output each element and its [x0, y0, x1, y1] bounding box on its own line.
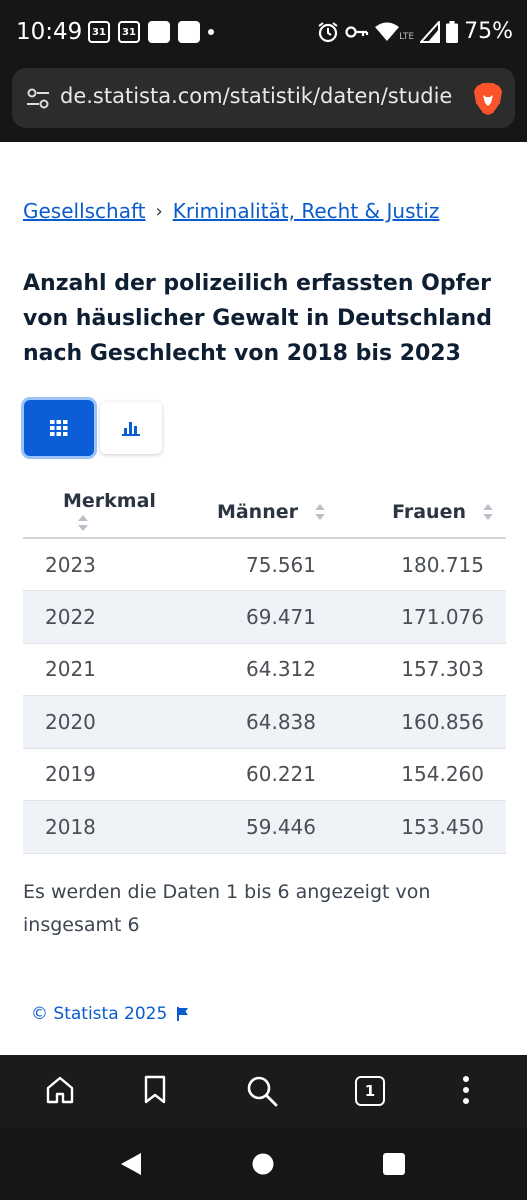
sort-icon[interactable]: [77, 514, 89, 532]
cell-maenner: 59.446: [173, 800, 338, 854]
battery-icon: [446, 20, 459, 43]
chart-view-button[interactable]: [100, 402, 162, 454]
table-row: 2022 69.471 171.076: [23, 590, 506, 644]
cell-maenner: 64.838: [173, 695, 338, 749]
cell-frauen: 153.450: [338, 800, 506, 854]
column-header-merkmal[interactable]: Merkmal: [23, 486, 173, 539]
table-row: 2021 64.312 157.303: [23, 643, 506, 696]
notification-square-icon: [148, 21, 170, 43]
search-icon[interactable]: [246, 1075, 278, 1107]
browser-toolbar: 1: [0, 1055, 527, 1128]
signal-icon: [420, 20, 441, 43]
breadcrumb-separator: ›: [155, 200, 163, 222]
lte-label: LTE: [399, 31, 415, 42]
table-row: 2019 60.221 154.260: [23, 748, 506, 801]
battery-percent: 75%: [464, 19, 513, 44]
cell-frauen: 157.303: [338, 643, 506, 696]
cell-merkmal: 2018: [23, 800, 173, 854]
grid-table-icon: [50, 420, 68, 436]
cell-merkmal: 2023: [23, 538, 173, 591]
table-info-text: Es werden die Daten 1 bis 6 angezeigt vo…: [23, 881, 431, 936]
key-icon: [345, 25, 369, 38]
data-table: Merkmal Männer Frauen 2023 75.561 180.71…: [23, 486, 506, 854]
recents-icon[interactable]: [383, 1153, 405, 1175]
home-icon[interactable]: [45, 1075, 75, 1105]
back-icon[interactable]: [120, 1152, 142, 1176]
wifi-icon: [375, 22, 400, 41]
system-icons: LTE 75%: [317, 19, 513, 44]
table-row: 2020 64.838 160.856: [23, 695, 506, 749]
column-header-frauen[interactable]: Frauen: [338, 486, 506, 539]
android-navigation-bar: [0, 1128, 527, 1200]
brave-lion-icon[interactable]: [473, 82, 503, 116]
bookmark-icon[interactable]: [143, 1075, 167, 1105]
breadcrumb-gesellschaft[interactable]: Gesellschaft: [23, 199, 146, 223]
address-bar[interactable]: de.statista.com/statistik/daten/studie: [12, 68, 515, 128]
home-circle-icon[interactable]: [252, 1153, 274, 1175]
copyright-text[interactable]: © Statista 2025: [31, 1004, 168, 1024]
table-row: 2018 59.446 153.450: [23, 800, 506, 854]
page-title: Anzahl der polizeilich erfassten Opfer v…: [23, 271, 492, 366]
cell-maenner: 60.221: [173, 748, 338, 801]
more-icon[interactable]: [461, 1075, 471, 1105]
copyright[interactable]: © Statista 2025: [31, 1004, 189, 1024]
table-row: 2023 75.561 180.715: [23, 538, 506, 591]
cell-merkmal: 2020: [23, 695, 173, 749]
column-header-maenner[interactable]: Männer: [173, 486, 338, 539]
status-bar: 10:49 31 31 LTE 75%: [0, 0, 527, 64]
tune-icon[interactable]: [26, 88, 50, 110]
status-time: 10:49: [16, 19, 83, 45]
cell-maenner: 64.312: [173, 643, 338, 696]
sort-icon[interactable]: [314, 503, 326, 521]
cell-frauen: 171.076: [338, 590, 506, 644]
cell-frauen: 180.715: [338, 538, 506, 591]
more-notifications-dot-icon: [208, 29, 214, 35]
flag-icon[interactable]: [177, 1007, 189, 1021]
cell-frauen: 160.856: [338, 695, 506, 749]
alarm-icon: [318, 21, 338, 42]
browser-address-area: de.statista.com/statistik/daten/studie: [0, 64, 527, 142]
table-header-row: Merkmal Männer Frauen: [23, 486, 506, 539]
cell-merkmal: 2019: [23, 748, 173, 801]
cell-merkmal: 2022: [23, 590, 173, 644]
calendar-icon: 31: [88, 21, 110, 43]
calendar-icon: 31: [118, 21, 140, 43]
breadcrumb: Gesellschaft › Kriminalität, Recht & Jus…: [23, 199, 439, 223]
notification-square-icon: [178, 21, 200, 43]
breadcrumb-kriminalitaet[interactable]: Kriminalität, Recht & Justiz: [172, 199, 440, 223]
cell-frauen: 154.260: [338, 748, 506, 801]
url-text[interactable]: de.statista.com/statistik/daten/studie: [60, 84, 453, 108]
cell-maenner: 69.471: [173, 590, 338, 644]
sort-icon[interactable]: [482, 503, 494, 521]
bar-chart-icon: [122, 422, 140, 436]
cell-maenner: 75.561: [173, 538, 338, 591]
table-view-button[interactable]: [24, 400, 94, 456]
tabs-icon[interactable]: 1: [355, 1076, 385, 1106]
notification-icons: 31 31: [88, 21, 214, 43]
cell-merkmal: 2021: [23, 643, 173, 696]
